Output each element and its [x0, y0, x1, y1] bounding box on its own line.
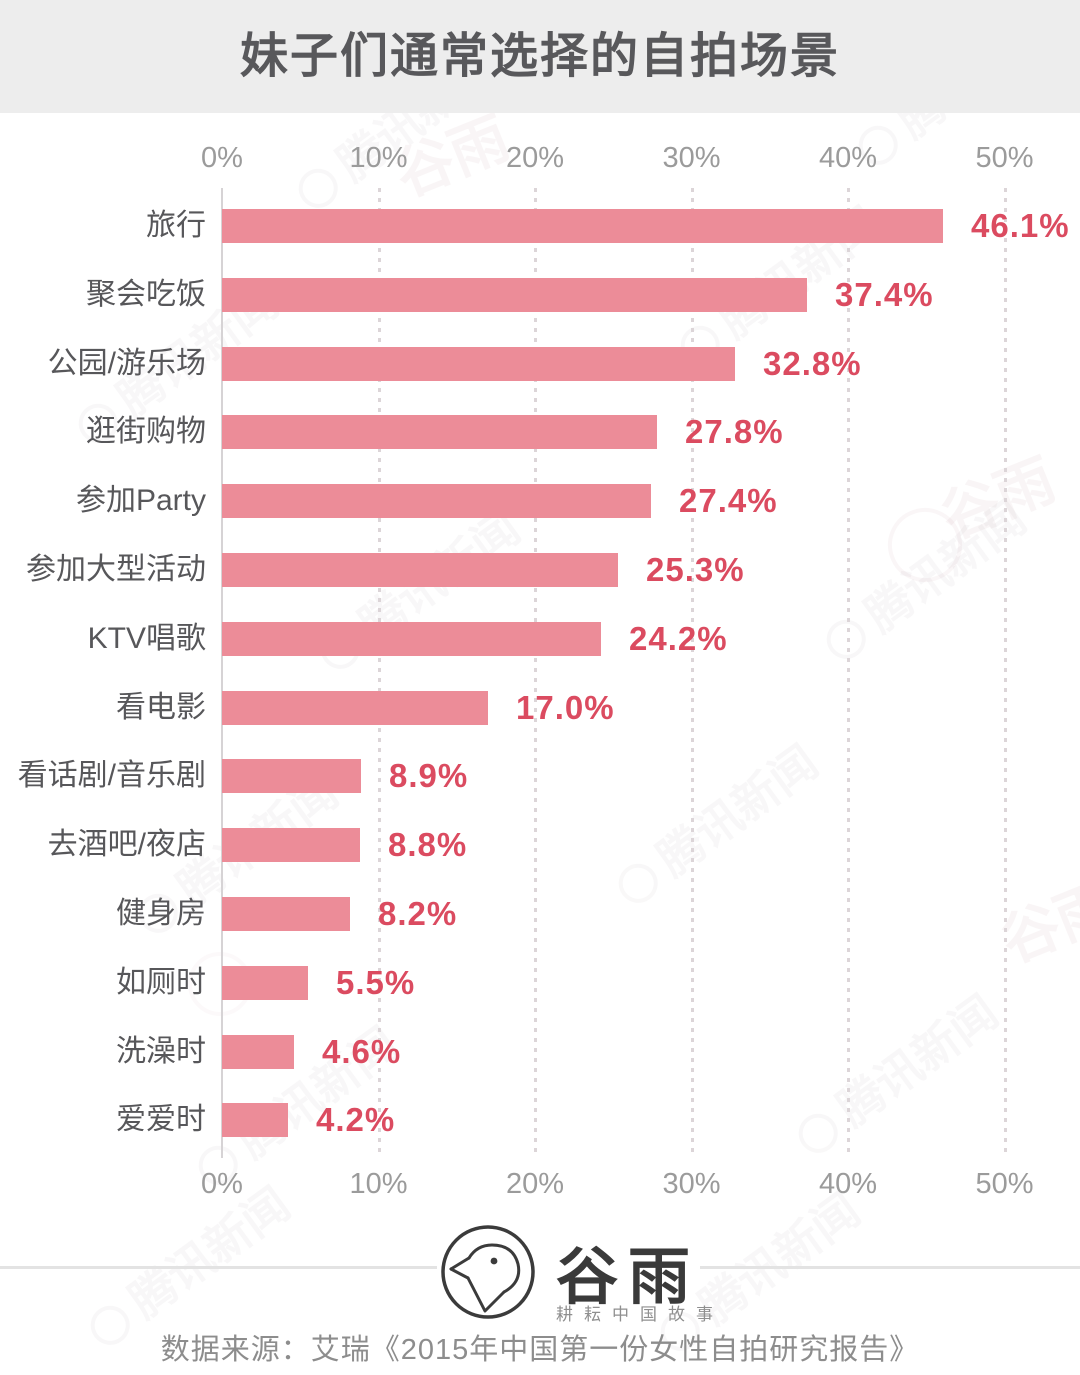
category-label: 旅行 [146, 209, 206, 242]
footer-divider-right [700, 1266, 1080, 1269]
chart-title: 妹子们通常选择的自拍场景 [239, 30, 840, 83]
bar [222, 622, 601, 656]
value-label: 8.8% [388, 826, 468, 863]
category-label: 参加Party [75, 484, 206, 517]
gridline [377, 188, 381, 1158]
footer-divider-left [0, 1266, 437, 1269]
y-axis-line [221, 188, 223, 1158]
bar [222, 1035, 294, 1069]
category-label: 健身房 [116, 897, 206, 930]
x-tick-label: 50% [975, 1168, 1034, 1200]
category-label: 洗澡时 [116, 1035, 206, 1068]
gridline [534, 188, 537, 1158]
category-label: 去酒吧/夜店 [47, 828, 206, 861]
bar [222, 966, 308, 1000]
x-tick-label: 20% [505, 142, 565, 174]
value-label: 17.0% [516, 689, 615, 726]
x-tick-label: 50% [975, 142, 1034, 174]
bar [222, 1103, 288, 1137]
title-banner: 妹子们通常选择的自拍场景 [0, 0, 1080, 113]
bar [222, 897, 350, 931]
category-label: 逛街购物 [86, 415, 206, 448]
value-label: 5.5% [336, 964, 416, 1001]
value-label: 46.1% [971, 207, 1070, 244]
category-label: 聚会吃饭 [86, 278, 206, 311]
category-label: 公园/游乐场 [47, 347, 206, 380]
bar [222, 553, 618, 587]
guyu-logo-name: 谷雨 [556, 1240, 701, 1313]
category-label: 看电影 [116, 691, 206, 724]
bar [222, 347, 735, 381]
value-label: 25.3% [646, 551, 745, 588]
category-label: KTV唱歌 [87, 622, 206, 655]
category-label: 参加大型活动 [26, 553, 206, 586]
guyu-bird-logo-icon [438, 1222, 538, 1327]
value-label: 32.8% [763, 345, 862, 382]
value-label: 27.4% [679, 482, 778, 519]
x-tick-label: 30% [662, 1168, 721, 1200]
script-watermark: 谷雨 [991, 869, 1080, 976]
value-label: 8.2% [378, 895, 458, 932]
x-tick-label: 20% [505, 1168, 565, 1200]
brand-watermark: 腾讯新闻 [601, 727, 830, 918]
category-label: 看话剧/音乐剧 [17, 759, 206, 792]
bar [222, 209, 943, 243]
bar [222, 759, 361, 793]
bar [222, 415, 657, 449]
value-label: 24.2% [629, 620, 728, 657]
gridline [847, 188, 850, 1158]
x-tick-label: 0% [201, 142, 243, 174]
value-label: 27.8% [685, 413, 784, 450]
gridline [1003, 188, 1007, 1158]
watermark-ring-icon [610, 855, 666, 911]
data-source-note: 数据来源：艾瑞《2015年中国第一份女性自拍研究报告》 [160, 1334, 920, 1366]
watermark-ring-icon [790, 1105, 846, 1161]
x-tick-label: 40% [818, 142, 878, 174]
value-label: 8.9% [389, 757, 469, 794]
brand-watermark: 腾讯新闻 [781, 977, 1010, 1168]
guyu-logo-slogan: 耕耘中国故事 [556, 1305, 724, 1324]
bar [222, 278, 807, 312]
gridline [690, 188, 694, 1158]
bar [222, 828, 360, 862]
x-tick-label: 10% [349, 1168, 408, 1200]
x-tick-label: 0% [201, 1168, 243, 1200]
x-tick-label: 10% [349, 142, 408, 174]
bar [222, 484, 651, 518]
value-label: 4.6% [322, 1033, 402, 1070]
value-label: 37.4% [835, 276, 934, 313]
x-tick-label: 30% [662, 142, 721, 174]
watermark-circle-logo [877, 497, 973, 593]
category-label: 如厕时 [116, 966, 206, 999]
script-watermark: 谷雨 [931, 445, 1065, 552]
bar [222, 691, 488, 725]
x-tick-label: 40% [818, 1168, 878, 1200]
category-label: 爱爱时 [116, 1103, 206, 1136]
value-label: 4.2% [316, 1101, 396, 1138]
